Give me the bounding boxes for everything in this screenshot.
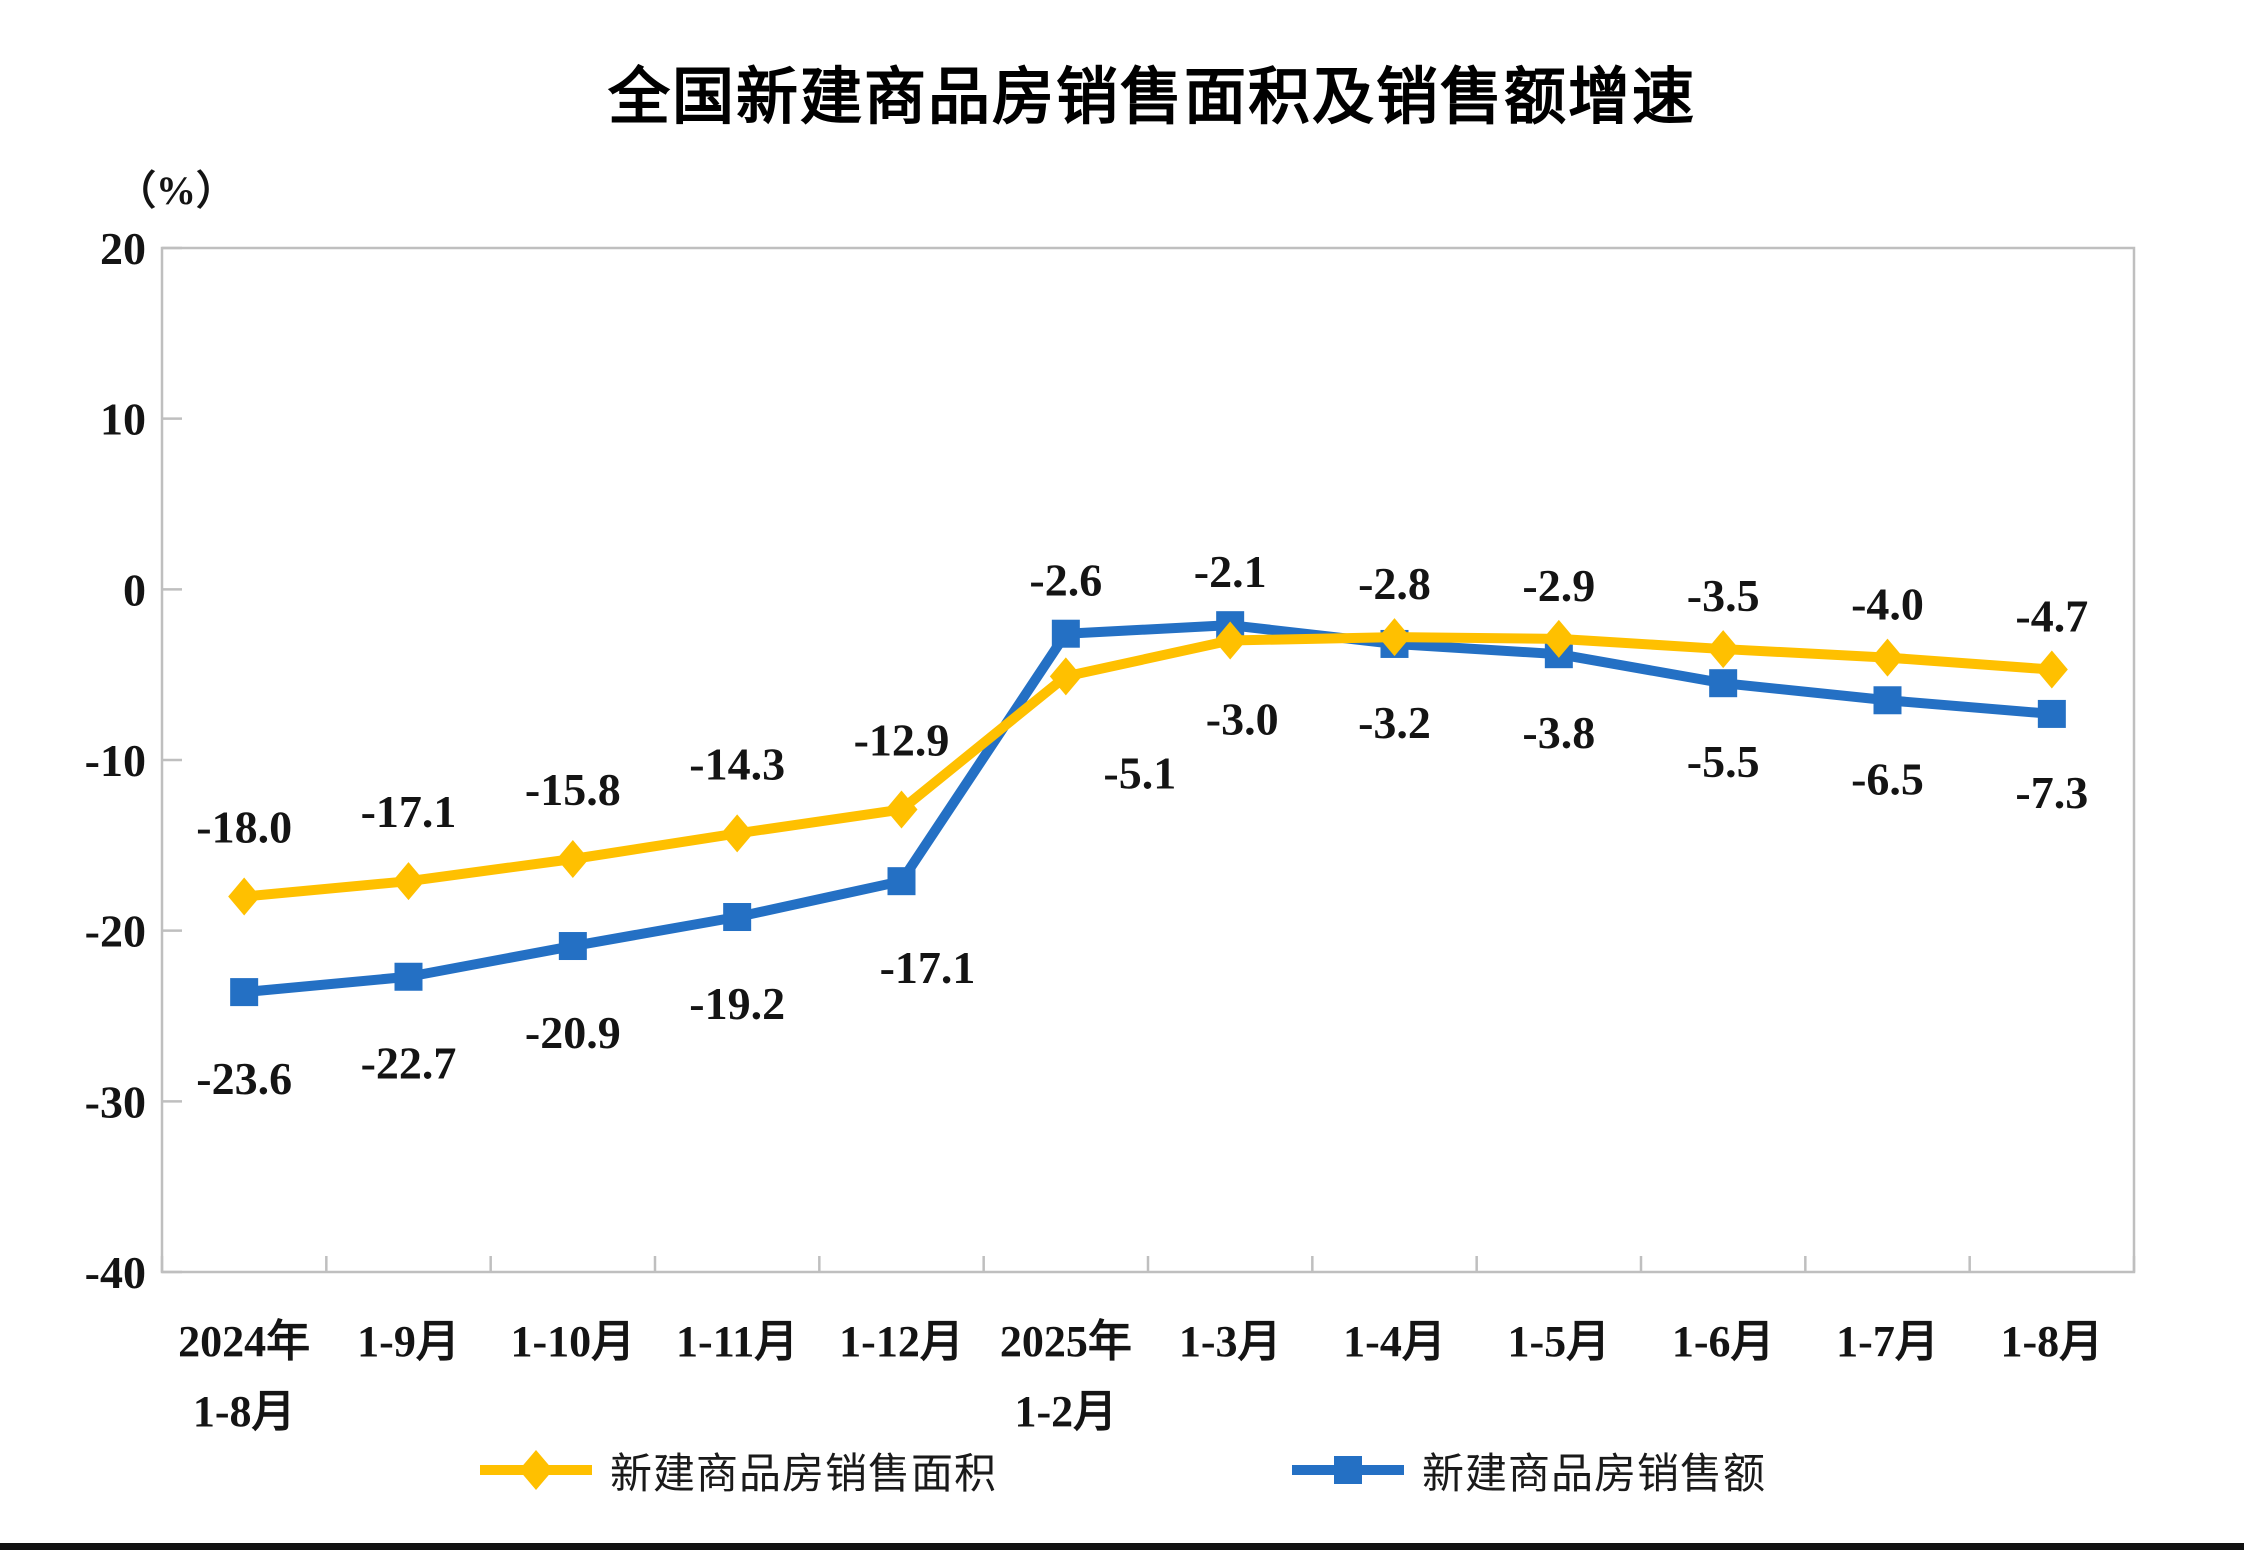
marker-square [1873, 686, 1902, 715]
data-label: -12.9 [854, 714, 950, 765]
data-label: -17.1 [880, 942, 976, 993]
data-label: -4.0 [1851, 579, 1924, 630]
data-label: -5.1 [1103, 747, 1176, 798]
marker-diamond [2035, 650, 2068, 689]
y-axis-unit-label: （%） [116, 168, 236, 213]
y-axis-tick-label: 0 [123, 564, 146, 615]
legend-item-sales-area: 新建商品房销售面积 [478, 1440, 997, 1500]
data-label: -3.5 [1687, 570, 1760, 621]
marker-square [723, 903, 752, 932]
y-axis-tick-label: -10 [85, 735, 146, 786]
x-axis-label: 2024年 [178, 1317, 310, 1366]
data-label: -2.8 [1358, 558, 1431, 609]
x-axis-label: 1-5月 [1508, 1317, 1611, 1366]
x-axis-label: 1-7月 [1836, 1317, 1939, 1366]
x-axis-label: 1-11月 [676, 1317, 798, 1366]
data-label: -19.2 [689, 978, 785, 1029]
legend-swatch-sales-amount-icon [1292, 1456, 1404, 1484]
marker-diamond [1542, 619, 1575, 658]
data-label: -14.3 [689, 738, 785, 789]
data-label: -15.8 [525, 764, 621, 815]
marker-square [394, 962, 423, 991]
legend-swatch-sales-area-icon [480, 1450, 592, 1490]
data-label: -2.6 [1029, 555, 1102, 606]
x-axis-label: 2025年 [1000, 1317, 1132, 1366]
y-axis-tick-label: -20 [85, 906, 146, 957]
screen-bottom-edge-bar [0, 1543, 2244, 1550]
series-line-sales-amount [239, 620, 2057, 998]
marker-diamond [392, 862, 425, 901]
data-label: -7.3 [2015, 767, 2088, 818]
marker-diamond [556, 839, 589, 878]
marker-diamond [1214, 621, 1247, 660]
legend-label-sales-area: 新建商品房销售面积 [610, 1451, 998, 1498]
data-label: -5.5 [1687, 736, 1760, 787]
marker-square [1051, 619, 1080, 648]
data-label: -23.6 [196, 1053, 292, 1104]
data-label: -4.7 [2015, 591, 2088, 642]
marker-diamond [885, 790, 918, 829]
data-label: -3.0 [1206, 694, 1279, 745]
x-axis-label: 1-4月 [1343, 1317, 1446, 1366]
data-label: -2.9 [1522, 560, 1595, 611]
x-axis-label: 1-8月 [193, 1387, 296, 1436]
data-label: -3.8 [1522, 707, 1595, 758]
chart-legend: 新建商品房销售面积 新建商品房销售额 [0, 1440, 2244, 1504]
y-axis-tick-label: 10 [100, 394, 146, 445]
marker-diamond [1049, 657, 1082, 696]
marker-diamond [1378, 618, 1411, 657]
legend-label-sales-amount: 新建商品房销售额 [1422, 1451, 1767, 1498]
x-axis-label: 1-8月 [2001, 1317, 2104, 1366]
marker-diamond [721, 814, 754, 853]
data-label: -22.7 [361, 1038, 457, 1089]
x-axis-label: 1-3月 [1179, 1317, 1282, 1366]
marker-diamond [1707, 630, 1740, 669]
marker-square [2037, 699, 2066, 728]
x-axis-label: 1-12月 [839, 1317, 964, 1366]
data-label: -17.1 [361, 786, 457, 837]
marker-square [1709, 669, 1738, 698]
marker-square [887, 867, 916, 896]
data-label: -18.0 [196, 802, 292, 853]
x-axis-label: 1-9月 [357, 1317, 460, 1366]
x-axis-label: 1-2月 [1015, 1387, 1118, 1436]
x-axis-label: 1-6月 [1672, 1317, 1775, 1366]
marker-square [558, 932, 587, 961]
marker-square [230, 978, 259, 1007]
marker-diamond [1871, 638, 1904, 677]
data-label: -2.1 [1194, 546, 1267, 597]
y-axis-tick-label: -30 [85, 1076, 146, 1127]
x-axis-label: 1-10月 [511, 1317, 636, 1366]
y-axis-tick-label: 20 [100, 223, 146, 274]
chart-title: 全国新建商品房销售面积及销售额增速 [607, 63, 1696, 132]
data-label: -20.9 [525, 1007, 621, 1058]
series-line-sales-area [239, 632, 2057, 902]
data-label: -3.2 [1358, 697, 1431, 748]
data-label: -6.5 [1851, 753, 1924, 804]
y-axis-tick-label: -40 [85, 1247, 146, 1298]
marker-diamond [228, 877, 261, 916]
legend-item-sales-amount: 新建商品房销售额 [1290, 1440, 1766, 1500]
